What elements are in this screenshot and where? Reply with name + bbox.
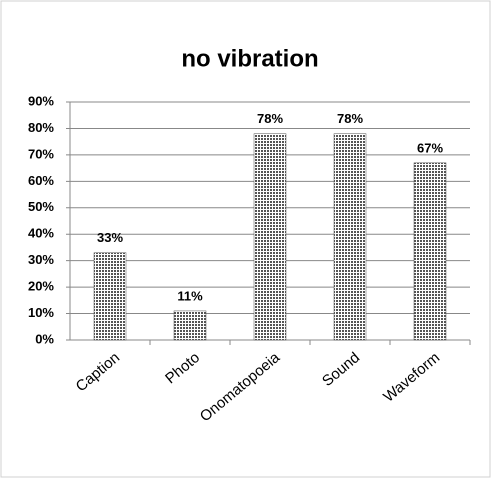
y-tick-label: 40% bbox=[28, 226, 54, 241]
y-tick-label: 80% bbox=[28, 120, 54, 135]
value-label: 78% bbox=[257, 111, 283, 126]
x-tick-label: Caption bbox=[73, 349, 124, 395]
x-tick-label: Photo bbox=[162, 349, 203, 387]
x-tick-label: Waveform bbox=[380, 349, 443, 406]
value-label: 67% bbox=[417, 140, 443, 155]
bar bbox=[333, 133, 367, 341]
y-tick-label: 10% bbox=[28, 305, 54, 320]
chart-title: no vibration bbox=[181, 45, 318, 72]
bar bbox=[173, 310, 207, 341]
bar bbox=[93, 252, 127, 341]
bar bbox=[253, 133, 287, 341]
y-tick-label: 0% bbox=[35, 331, 54, 346]
value-label: 33% bbox=[97, 230, 123, 245]
y-tick-label: 90% bbox=[28, 93, 54, 108]
value-label: 11% bbox=[177, 288, 203, 303]
y-tick-label: 20% bbox=[28, 279, 54, 294]
bar bbox=[413, 162, 447, 341]
x-tick-label: Onomatopoeia bbox=[197, 349, 284, 426]
y-tick-label: 30% bbox=[28, 252, 54, 267]
y-tick-label: 50% bbox=[28, 199, 54, 214]
y-tick-label: 70% bbox=[28, 146, 54, 161]
value-label: 78% bbox=[337, 111, 363, 126]
x-tick-label: Sound bbox=[319, 349, 363, 390]
y-tick-label: 60% bbox=[28, 173, 54, 188]
